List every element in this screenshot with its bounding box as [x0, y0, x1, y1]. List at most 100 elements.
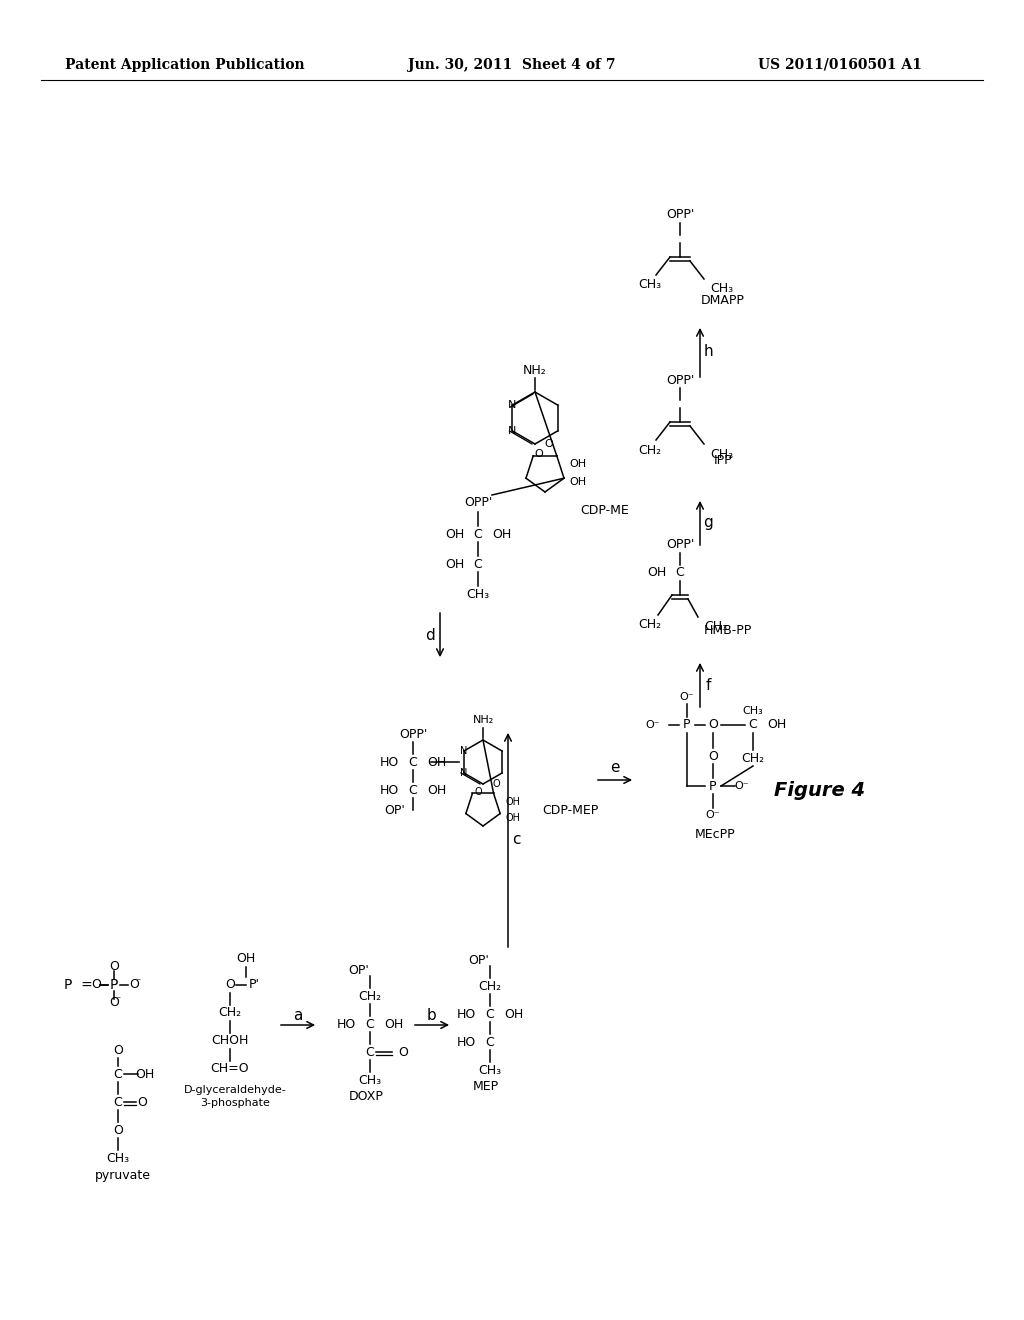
Text: OH: OH	[767, 718, 786, 731]
Text: c: c	[512, 833, 520, 847]
Text: OPP': OPP'	[398, 727, 427, 741]
Text: ⁻: ⁻	[116, 995, 121, 1005]
Text: C: C	[485, 1007, 495, 1020]
Text: C: C	[409, 784, 418, 796]
Text: P': P'	[249, 978, 259, 991]
Text: C: C	[366, 1045, 375, 1059]
Text: O: O	[113, 1044, 123, 1056]
Text: MEP: MEP	[473, 1080, 499, 1093]
Text: O⁻: O⁻	[706, 810, 720, 820]
Text: C: C	[676, 566, 684, 579]
Text: OPP': OPP'	[666, 209, 694, 222]
Text: OH: OH	[505, 797, 520, 807]
Text: D-glyceraldehyde-: D-glyceraldehyde-	[183, 1085, 287, 1096]
Text: O: O	[137, 1096, 146, 1109]
Text: O: O	[398, 1045, 408, 1059]
Text: HO: HO	[457, 1035, 476, 1048]
Text: OH: OH	[492, 528, 511, 540]
Text: O: O	[545, 440, 553, 449]
Text: OH: OH	[135, 1068, 155, 1081]
Text: g: g	[703, 516, 713, 531]
Text: OH: OH	[569, 477, 586, 487]
Text: DMAPP: DMAPP	[701, 293, 744, 306]
Text: ⁻: ⁻	[135, 977, 140, 987]
Text: N: N	[508, 426, 517, 436]
Text: CH₃: CH₃	[106, 1151, 130, 1164]
Text: CH₃: CH₃	[705, 620, 727, 634]
Text: OH: OH	[237, 953, 256, 965]
Text: OH: OH	[384, 1018, 403, 1031]
Text: f: f	[706, 677, 711, 693]
Text: NH₂: NH₂	[523, 363, 547, 376]
Text: OH: OH	[444, 528, 464, 540]
Text: US 2011/0160501 A1: US 2011/0160501 A1	[758, 58, 922, 73]
Text: b: b	[427, 1007, 437, 1023]
Text: CH₂: CH₂	[478, 979, 502, 993]
Text: C: C	[114, 1068, 123, 1081]
Text: OPP': OPP'	[666, 374, 694, 387]
Text: CH₃: CH₃	[710, 447, 733, 461]
Text: O: O	[110, 961, 119, 974]
Text: OH: OH	[427, 755, 446, 768]
Text: O: O	[110, 997, 119, 1010]
Text: N: N	[508, 400, 517, 411]
Text: CDP-ME: CDP-ME	[581, 503, 630, 516]
Text: CHOH: CHOH	[211, 1035, 249, 1048]
Text: NH₂: NH₂	[472, 715, 494, 725]
Text: O: O	[708, 750, 718, 763]
Text: CH₂: CH₂	[638, 444, 662, 457]
Text: CH₂: CH₂	[638, 619, 662, 631]
Text: OPP': OPP'	[666, 539, 694, 552]
Text: CH₃: CH₃	[358, 1073, 382, 1086]
Text: a: a	[293, 1007, 303, 1023]
Text: C: C	[366, 1018, 375, 1031]
Text: Jun. 30, 2011  Sheet 4 of 7: Jun. 30, 2011 Sheet 4 of 7	[409, 58, 615, 73]
Text: DOXP: DOXP	[348, 1089, 383, 1102]
Text: MEcPP: MEcPP	[694, 829, 735, 842]
Text: P  =: P =	[63, 978, 92, 993]
Text: CH₃: CH₃	[467, 587, 489, 601]
Text: O⁻: O⁻	[680, 692, 694, 702]
Text: h: h	[703, 345, 713, 359]
Text: CH₃: CH₃	[638, 279, 662, 292]
Text: OP': OP'	[385, 804, 406, 817]
Text: OH: OH	[647, 566, 666, 579]
Text: OH: OH	[427, 784, 446, 796]
Text: HO: HO	[337, 1018, 356, 1031]
Text: OH: OH	[505, 813, 520, 822]
Text: OH: OH	[504, 1007, 523, 1020]
Text: e: e	[610, 760, 620, 776]
Text: HO: HO	[457, 1007, 476, 1020]
Text: OP': OP'	[468, 953, 488, 966]
Text: O: O	[474, 787, 482, 797]
Text: N: N	[460, 746, 468, 756]
Text: HO: HO	[380, 784, 399, 796]
Text: d: d	[425, 627, 435, 643]
Text: OH: OH	[569, 459, 586, 469]
Text: 3-phosphate: 3-phosphate	[200, 1098, 270, 1107]
Text: P: P	[683, 718, 691, 731]
Text: O: O	[129, 978, 139, 991]
Text: CH₂: CH₂	[358, 990, 382, 1002]
Text: CH₃: CH₃	[478, 1064, 502, 1077]
Text: N: N	[460, 768, 468, 777]
Text: OP': OP'	[348, 964, 369, 977]
Text: P: P	[710, 780, 717, 792]
Text: O: O	[225, 978, 234, 991]
Text: C: C	[474, 557, 482, 570]
Text: P: P	[110, 978, 118, 993]
Text: pyruvate: pyruvate	[95, 1168, 151, 1181]
Text: IPP: IPP	[714, 454, 732, 466]
Text: CH₃: CH₃	[742, 706, 763, 715]
Text: C: C	[409, 755, 418, 768]
Text: Figure 4: Figure 4	[774, 780, 865, 800]
Text: O: O	[113, 1123, 123, 1137]
Text: Patent Application Publication: Patent Application Publication	[66, 58, 305, 73]
Text: HMB-PP: HMB-PP	[703, 623, 752, 636]
Text: OPP': OPP'	[464, 495, 493, 508]
Text: CH₂: CH₂	[218, 1006, 242, 1019]
Text: CH₃: CH₃	[710, 282, 733, 296]
Text: O: O	[493, 779, 500, 789]
Text: O⁻: O⁻	[646, 719, 660, 730]
Text: O: O	[535, 449, 544, 459]
